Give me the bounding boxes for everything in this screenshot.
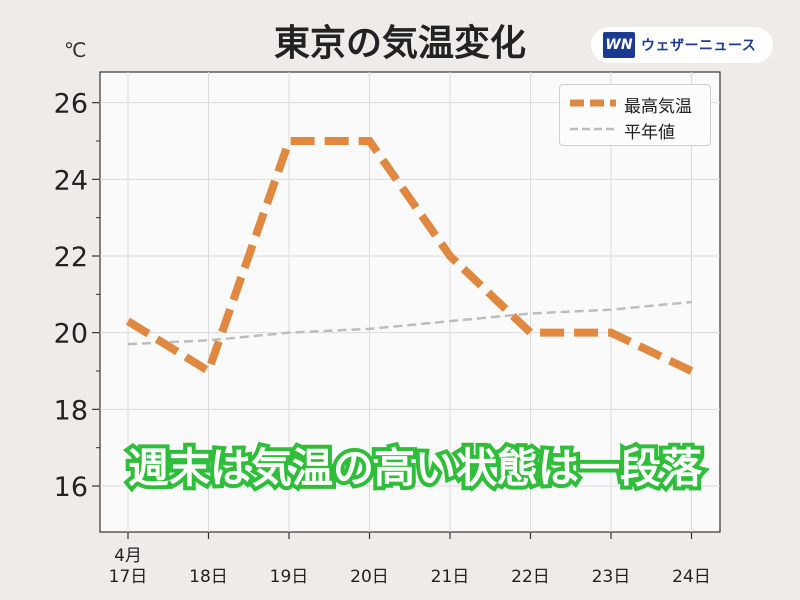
x-tick-label: 4月 xyxy=(114,546,142,566)
y-tick-label: 16 xyxy=(54,472,88,503)
y-tick-label: 24 xyxy=(54,165,88,196)
x-tick-label: 17日 xyxy=(109,567,148,587)
x-tick-label: 18日 xyxy=(189,567,228,587)
y-axis-unit: ℃ xyxy=(64,38,87,62)
y-tick-label: 22 xyxy=(54,242,88,273)
x-tick-label: 24日 xyxy=(672,567,711,587)
legend-swatch-max-temp xyxy=(570,99,616,107)
legend-label-normal: 平年値 xyxy=(624,123,675,143)
y-tick-label: 18 xyxy=(54,395,88,426)
x-tick-label: 20日 xyxy=(350,567,389,587)
logo-mark: WN xyxy=(603,32,635,58)
series-line-normal xyxy=(127,300,692,346)
series-layer xyxy=(125,137,694,378)
y-tick-label: 20 xyxy=(54,319,88,350)
y-ticks: 16 18 20 22 24 26 xyxy=(54,89,100,503)
legend-item-normal: 平年値 xyxy=(560,116,710,143)
x-tick-label: 23日 xyxy=(592,567,631,587)
x-tick-label: 21日 xyxy=(431,567,470,587)
x-tick-label: 22日 xyxy=(511,567,550,587)
y-tick-label: 26 xyxy=(54,89,88,120)
page-title: 東京の気温変化 xyxy=(273,23,526,64)
legend-swatch-normal xyxy=(570,127,616,131)
headline-caption: 週末は気温の高い状態は一段落 xyxy=(124,440,706,496)
logo-text: ウェザーニュース xyxy=(641,38,757,54)
legend-item-max-temp: 最高気温 xyxy=(560,90,710,117)
weathernews-logo: WN ウェザーニュース xyxy=(591,27,773,63)
plot-area xyxy=(99,71,721,533)
series-line-max-temp xyxy=(125,137,694,378)
x-tick-label: 19日 xyxy=(270,567,309,587)
grid xyxy=(100,72,720,532)
legend: 最高気温 平年値 xyxy=(559,84,711,146)
legend-label-max-temp: 最高気温 xyxy=(624,97,692,117)
